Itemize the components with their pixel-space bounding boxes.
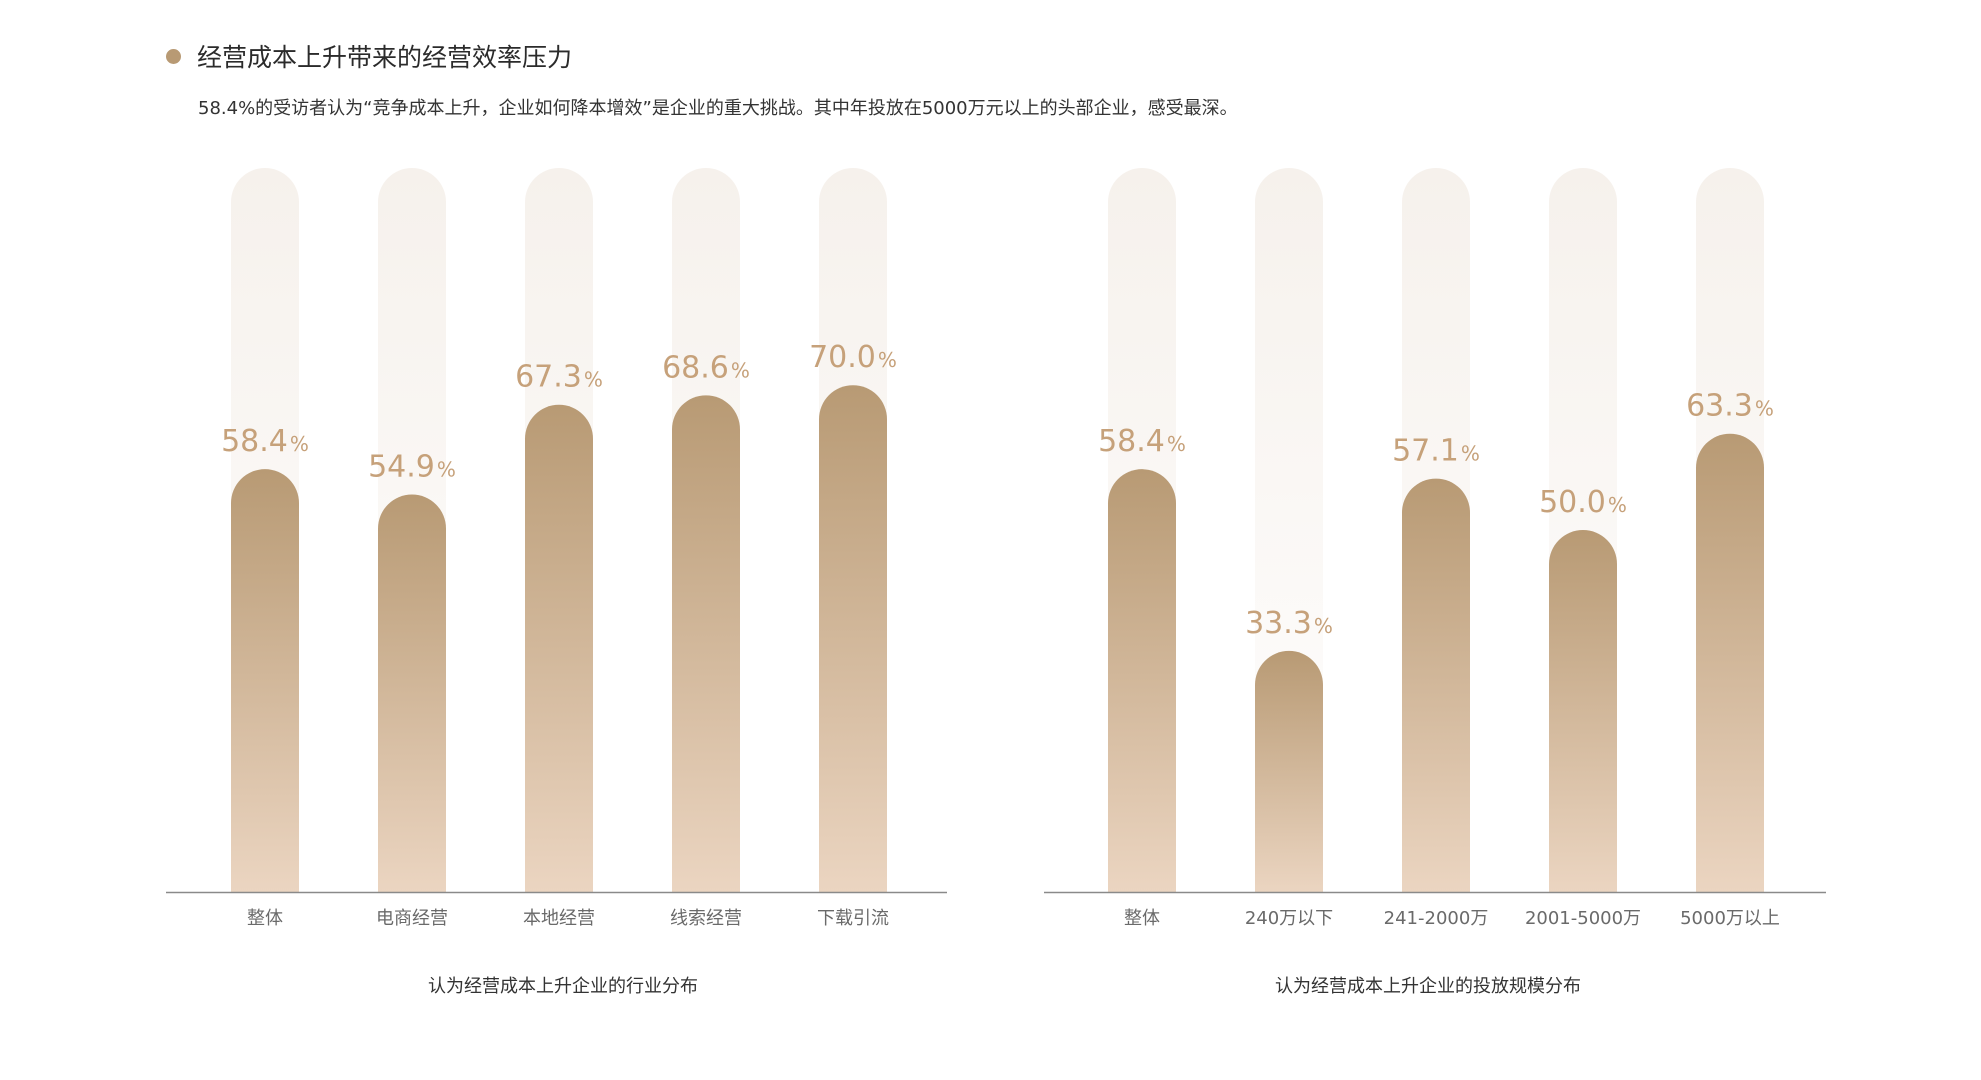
data-label-unit: %	[878, 348, 897, 372]
chart-caption: 认为经营成本上升企业的投放规模分布	[1275, 976, 1581, 997]
bar	[1696, 433, 1764, 892]
data-label: 58.4%	[1098, 424, 1186, 459]
data-label-value: 63.3	[1686, 389, 1753, 424]
tick-label: 240万以下	[1245, 908, 1333, 929]
data-label-value: 68.6	[662, 350, 729, 385]
tick-label: 线索经营	[670, 908, 742, 929]
data-label-unit: %	[1167, 432, 1186, 456]
tick-label: 2001-5000万	[1525, 908, 1641, 929]
page-title: 经营成本上升带来的经营效率压力	[197, 43, 573, 72]
bar	[1402, 478, 1470, 892]
tick-label: 241-2000万	[1384, 908, 1489, 929]
bar	[378, 494, 446, 892]
industry-distribution-chart: 58.4 % 整体 54.9 % 电商经营 67.3 % 本地经营 68.6 % 线索经营 70.0 % 下…	[166, 168, 947, 997]
data-label-value: 70.0	[809, 340, 876, 375]
data-label-value: 50.0	[1539, 485, 1606, 520]
data-label: 63.3%	[1686, 389, 1774, 424]
data-label-unit: %	[1461, 442, 1480, 466]
tick-label: 本地经营	[523, 908, 595, 929]
data-label: 33.3%	[1245, 606, 1333, 641]
data-label-value: 58.4	[221, 424, 288, 459]
data-label-unit: %	[290, 432, 309, 456]
data-label-value: 67.3	[515, 360, 582, 395]
tick-label: 电商经营	[376, 908, 448, 929]
data-label-value: 33.3	[1245, 606, 1312, 641]
data-label: 70.0%	[809, 340, 897, 375]
bar	[1255, 650, 1323, 892]
bar	[1549, 530, 1617, 892]
data-label-value: 58.4	[1098, 424, 1165, 459]
data-label-unit: %	[731, 358, 750, 382]
data-label: 67.3%	[515, 360, 603, 395]
section-heading: 经营成本上升带来的经营效率压力	[166, 38, 572, 74]
data-label-unit: %	[1755, 397, 1774, 421]
data-label-unit: %	[1608, 493, 1627, 517]
chart-caption: 认为经营成本上升企业的行业分布	[428, 976, 698, 997]
tick-label: 5000万以上	[1680, 908, 1780, 929]
bar	[231, 469, 299, 892]
data-label-value: 57.1	[1392, 434, 1459, 469]
data-label: 68.6%	[662, 350, 750, 385]
tick-label: 整体	[1124, 908, 1160, 929]
page-subtitle: 58.4%的受访者认为“竞争成本上升，企业如何降本增效”是企业的重大挑战。其中年…	[198, 98, 1238, 119]
data-label: 58.4%	[221, 424, 309, 459]
data-label: 57.1%	[1392, 434, 1480, 469]
data-label-value: 54.9	[368, 450, 435, 485]
data-label: 54.9%	[368, 450, 456, 485]
data-label-unit: %	[437, 458, 456, 482]
bar	[525, 404, 593, 892]
tick-label: 下载引流	[817, 908, 889, 929]
bar	[672, 395, 740, 892]
data-label-unit: %	[584, 368, 603, 392]
bar	[1108, 469, 1176, 892]
data-label: 50.0%	[1539, 485, 1627, 520]
bar	[819, 385, 887, 892]
tick-label: 整体	[247, 908, 283, 929]
data-label-unit: %	[1314, 614, 1333, 638]
bullet-dot-icon	[166, 48, 181, 64]
spend-scale-distribution-chart: 58.4 % 整体 33.3 % 240万以下 57.1 % 241-2000万 50.0 % 200…	[1044, 168, 1826, 997]
